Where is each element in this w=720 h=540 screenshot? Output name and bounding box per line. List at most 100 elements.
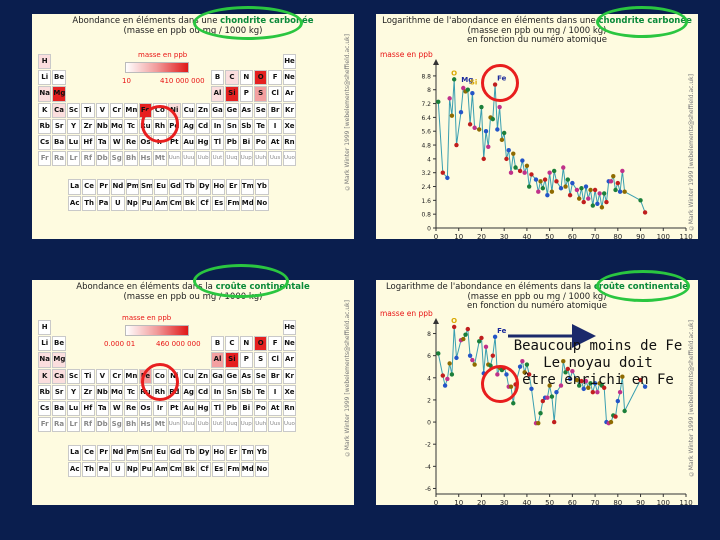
legend-max: 460 000 000	[156, 340, 201, 348]
element-cell-pr: Pr	[96, 179, 111, 195]
x-tick-label: 60	[568, 499, 577, 505]
element-cell-np: Np	[125, 195, 139, 211]
watermark: ©Mark Winter 1999 [webelements@sheffield…	[344, 300, 351, 458]
element-cell-zn: Zn	[196, 102, 210, 118]
data-point	[540, 186, 546, 191]
element-cell-sg: Sg	[110, 417, 124, 433]
y-tick-label: 0	[427, 226, 431, 233]
element-cell-md: Md	[240, 195, 255, 211]
element-cell-gd: Gd	[168, 179, 183, 195]
element-cell-fm: Fm	[226, 195, 240, 211]
element-cell-si: Si	[225, 352, 239, 368]
annotation-line-2: Le noyau doit	[543, 355, 653, 371]
data-point	[561, 359, 566, 364]
data-point	[479, 104, 484, 110]
element-cell-ac: Ac	[68, 461, 82, 477]
x-tick-label: 90	[636, 499, 645, 505]
element-cell-cs: Cs	[38, 135, 52, 151]
y-tick-label: 7.2	[421, 101, 431, 108]
element-label: Mg	[461, 76, 473, 84]
y-tick-label: 5.6	[421, 129, 431, 136]
element-cell-ti: Ti	[81, 368, 95, 384]
element-cell-hg: Hg	[196, 135, 210, 151]
element-cell-uuq: Uuq	[225, 151, 239, 167]
element-cell-er: Er	[226, 179, 240, 195]
y-tick-label: 6.4	[421, 115, 431, 122]
element-cell-uub: Uub	[196, 151, 210, 167]
element-cell-uut: Uut	[210, 151, 225, 167]
data-point	[472, 362, 477, 367]
element-cell-fr: Fr	[38, 151, 52, 167]
highlight-circle-title	[596, 270, 690, 302]
element-cell-se: Se	[254, 102, 268, 118]
log-abundance-chart-crust: Logarithme de l'abondance en éléments da…	[376, 280, 698, 505]
data-point	[442, 383, 448, 388]
data-point	[451, 324, 457, 330]
panel-subtitle: (masse en ppb ou mg / 1000 kg)	[123, 25, 263, 36]
element-cell-mt: Mt	[153, 151, 167, 167]
element-cell-db: Db	[95, 151, 109, 167]
element-cell-rf: Rf	[81, 417, 95, 433]
data-point	[526, 184, 532, 189]
data-point	[617, 189, 623, 194]
y-tick-label: 0.8	[421, 212, 431, 219]
element-cell-nd: Nd	[111, 445, 125, 461]
element-cell-pm: Pm	[125, 445, 139, 461]
chart-subtitle-2: en fonction du numéro atomique	[467, 35, 607, 45]
data-point	[563, 184, 568, 189]
data-point	[545, 395, 550, 400]
element-cell-cl: Cl	[268, 86, 282, 102]
element-cell-y: Y	[66, 118, 81, 134]
data-point	[470, 357, 475, 363]
element-cell-po: Po	[254, 401, 268, 417]
x-tick-label: 80	[613, 499, 622, 505]
element-cell-cs: Cs	[38, 401, 52, 417]
data-point	[492, 334, 498, 340]
annotation-text: Beaucoup moins de Fe Le noyau doit être …	[508, 338, 688, 389]
x-tick-label: 30	[500, 233, 509, 239]
element-cell-bi: Bi	[239, 135, 253, 151]
element-cell-pa: Pa	[96, 195, 111, 211]
element-cell-b: B	[210, 70, 225, 86]
watermark: ©Mark Winter 1999 [webelements@sheffield…	[344, 34, 351, 192]
data-point	[611, 173, 616, 179]
data-point	[615, 180, 621, 186]
data-point	[558, 186, 564, 191]
element-cell-te: Te	[254, 118, 268, 134]
element-cell-al: Al	[210, 86, 225, 102]
y-tick-label: 8	[427, 331, 431, 338]
data-point	[588, 381, 593, 386]
element-cell-be: Be	[52, 70, 66, 86]
element-cell-ar: Ar	[282, 352, 297, 368]
legend-min: 0.000 01	[104, 340, 136, 348]
element-cell-s: S	[254, 352, 268, 368]
element-cell-na: Na	[38, 86, 52, 102]
y-tick-label: 2	[427, 397, 431, 404]
data-point	[574, 187, 580, 193]
element-cell-lr: Lr	[66, 417, 81, 433]
data-point	[547, 383, 552, 388]
element-cell-ca: Ca	[52, 368, 66, 384]
element-cell-zr: Zr	[81, 384, 95, 400]
data-point	[470, 90, 475, 96]
element-cell-as: As	[239, 368, 253, 384]
element-cell-np: Np	[125, 461, 139, 477]
data-point	[592, 187, 598, 193]
element-cell-pb: Pb	[225, 401, 239, 417]
element-cell-ra: Ra	[52, 151, 66, 167]
element-cell-dy: Dy	[197, 445, 211, 461]
data-point	[465, 326, 471, 332]
element-cell-in: In	[210, 384, 225, 400]
data-point	[476, 339, 482, 344]
y-tick-label: 4.8	[421, 143, 431, 150]
element-cell-uut: Uut	[210, 417, 225, 433]
data-point	[436, 99, 441, 105]
element-cell-ba: Ba	[52, 135, 66, 151]
data-point	[447, 361, 452, 366]
element-cell-yb: Yb	[255, 179, 269, 195]
data-point	[490, 353, 496, 358]
highlight-circle-fe	[481, 365, 519, 403]
element-cell-es: Es	[212, 195, 226, 211]
element-cell-pb: Pb	[225, 135, 239, 151]
element-cell-ta: Ta	[95, 135, 109, 151]
